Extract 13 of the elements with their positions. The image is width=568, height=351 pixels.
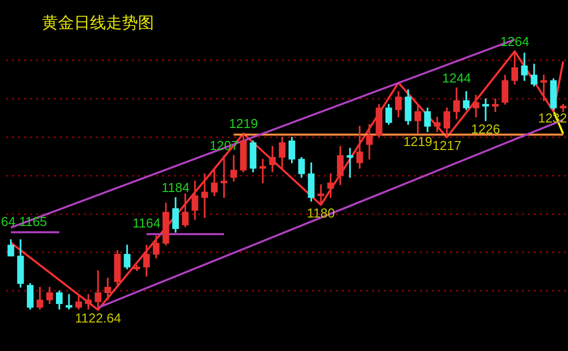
candlestick — [346, 148, 354, 178]
text: 1219 — [403, 134, 432, 150]
text: 1217 — [432, 138, 462, 153]
text: 1226 — [471, 121, 500, 136]
text: 1122.64 — [75, 310, 122, 326]
text: 1184 — [162, 180, 190, 196]
text: 1219 — [228, 116, 258, 132]
chart-title: 黄金日线走势图 — [42, 13, 154, 32]
candlestick — [220, 155, 228, 198]
candlestick — [66, 294, 72, 310]
data-label: 1164 — [132, 216, 160, 231]
text: 1244 — [442, 70, 472, 86]
candlestick — [94, 270, 102, 310]
